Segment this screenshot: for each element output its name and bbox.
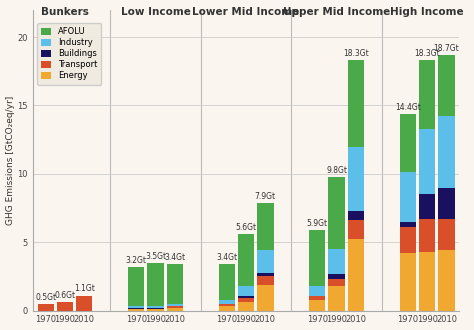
Bar — [57, 302, 73, 311]
Bar — [167, 264, 183, 304]
Bar — [348, 220, 364, 240]
Bar — [419, 129, 435, 194]
Bar — [328, 177, 345, 249]
Bar — [147, 263, 164, 306]
Bar — [257, 273, 273, 277]
Bar — [238, 286, 254, 296]
Bar — [37, 304, 54, 311]
Bar — [400, 114, 416, 173]
Bar — [400, 173, 416, 222]
Bar — [257, 250, 273, 273]
Text: 18.7Gt: 18.7Gt — [434, 44, 459, 53]
Bar — [400, 253, 416, 311]
Bar — [147, 308, 164, 309]
Bar — [438, 250, 455, 311]
Text: 14.4Gt: 14.4Gt — [395, 103, 421, 112]
Bar — [167, 308, 183, 311]
Bar — [128, 267, 145, 307]
Bar — [348, 211, 364, 220]
Bar — [238, 302, 254, 311]
Bar — [219, 264, 235, 300]
Bar — [309, 296, 326, 300]
Bar — [328, 286, 345, 311]
Bar — [438, 219, 455, 250]
Text: 0.6Gt: 0.6Gt — [55, 291, 76, 300]
Text: 3.2Gt: 3.2Gt — [126, 256, 147, 265]
Bar — [348, 60, 364, 147]
Bar — [238, 296, 254, 298]
Bar — [309, 230, 326, 286]
Bar — [419, 194, 435, 219]
Bar — [219, 305, 235, 307]
Bar — [219, 307, 235, 311]
Bar — [328, 274, 345, 279]
Bar — [167, 307, 183, 308]
Text: 5.9Gt: 5.9Gt — [307, 219, 328, 228]
Y-axis label: GHG Emissions [GtCO₂eq/yr]: GHG Emissions [GtCO₂eq/yr] — [6, 96, 15, 225]
Bar — [400, 227, 416, 253]
Text: 18.3Gt: 18.3Gt — [343, 49, 369, 58]
Bar — [438, 116, 455, 187]
Legend: AFOLU, Industry, Buildings, Transport, Energy: AFOLU, Industry, Buildings, Transport, E… — [37, 23, 101, 84]
Bar — [348, 240, 364, 311]
Text: Low Income: Low Income — [120, 7, 191, 16]
Text: Upper Mid Income: Upper Mid Income — [283, 7, 390, 16]
Bar — [219, 304, 235, 305]
Text: Bunkers: Bunkers — [41, 7, 89, 16]
Text: High Income: High Income — [390, 7, 464, 16]
Bar — [419, 252, 435, 311]
Bar — [438, 55, 455, 116]
Bar — [257, 203, 273, 250]
Bar — [128, 307, 145, 308]
Bar — [257, 277, 273, 284]
Text: 5.6Gt: 5.6Gt — [236, 223, 256, 232]
Text: 9.8Gt: 9.8Gt — [326, 166, 347, 175]
Bar — [400, 222, 416, 227]
Bar — [419, 219, 435, 252]
Bar — [147, 306, 164, 308]
Bar — [147, 309, 164, 311]
Text: 3.4Gt: 3.4Gt — [216, 253, 237, 262]
Bar — [328, 249, 345, 274]
Bar — [348, 147, 364, 211]
Text: 7.9Gt: 7.9Gt — [255, 191, 276, 201]
Text: 0.5Gt: 0.5Gt — [35, 293, 56, 302]
Bar — [128, 309, 145, 311]
Bar — [309, 286, 326, 296]
Bar — [238, 298, 254, 302]
Bar — [257, 284, 273, 311]
Text: 1.1Gt: 1.1Gt — [74, 284, 95, 293]
Bar — [238, 234, 254, 286]
Bar — [438, 187, 455, 219]
Text: Lower Mid Income: Lower Mid Income — [192, 7, 300, 16]
Text: 18.3Gt: 18.3Gt — [414, 49, 440, 58]
Bar — [167, 306, 183, 307]
Bar — [128, 308, 145, 309]
Bar — [167, 304, 183, 306]
Bar — [76, 296, 92, 311]
Bar — [419, 60, 435, 129]
Text: 3.4Gt: 3.4Gt — [164, 253, 185, 262]
Bar — [219, 300, 235, 304]
Bar — [328, 279, 345, 286]
Text: 3.5Gt: 3.5Gt — [145, 252, 166, 261]
Bar — [309, 300, 326, 311]
